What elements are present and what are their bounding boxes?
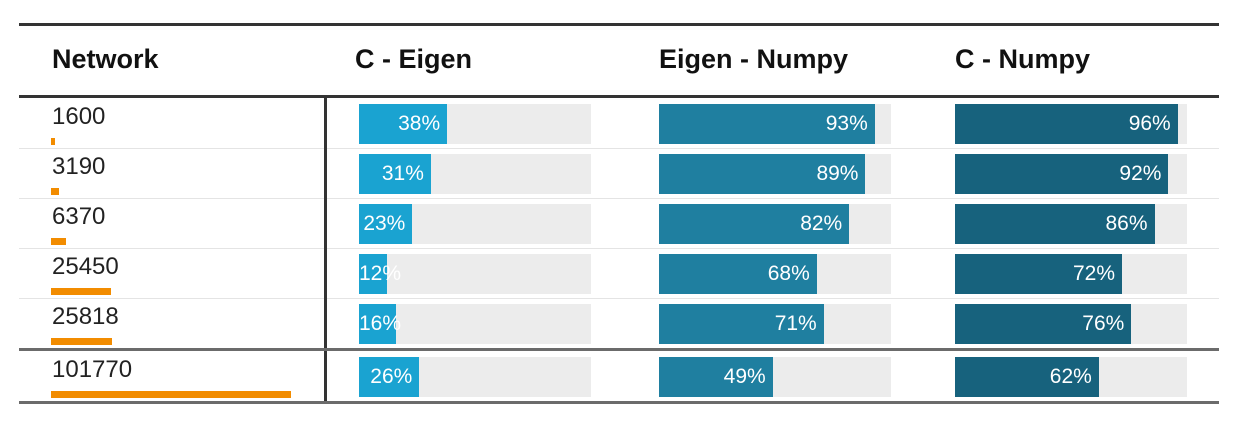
network-size-label: 25818 (52, 303, 119, 330)
c-numpy-value-label: 86% (1105, 212, 1148, 235)
eigen-numpy-bar (659, 304, 824, 344)
c-eigen-value-label: 16% (359, 312, 402, 335)
network-size-label: 25450 (52, 253, 119, 280)
c-numpy-value-label: 62% (1049, 365, 1092, 388)
network-size-label: 101770 (52, 356, 133, 383)
group-divider-rule (19, 348, 1219, 351)
eigen-numpy-bar (659, 104, 875, 144)
eigen-numpy-bar (659, 357, 773, 397)
c-eigen-bar (359, 104, 448, 144)
c-numpy-bar (955, 204, 1155, 244)
c-eigen-value-label: 31% (381, 162, 424, 185)
header-network: Network (52, 44, 159, 74)
eigen-numpy-value-label: 68% (767, 262, 810, 285)
row-separator (19, 298, 1219, 299)
network-size-label: 6370 (52, 203, 106, 230)
comparison-table: Network C - Eigen Eigen - Numpy C - Nump… (19, 0, 1219, 427)
c-eigen-bar (359, 357, 420, 397)
c-numpy-bar (955, 357, 1099, 397)
eigen-numpy-bar (659, 204, 850, 244)
eigen-numpy-bar (659, 254, 817, 294)
table-top-rule (19, 23, 1219, 26)
row-separator (19, 198, 1219, 199)
eigen-numpy-bar (659, 154, 866, 194)
c-eigen-value-label: 26% (370, 365, 413, 388)
header-rule (19, 95, 1219, 98)
c-numpy-value-label: 96% (1128, 112, 1171, 135)
eigen-numpy-value-label: 49% (723, 365, 766, 388)
table-bottom-rule (19, 401, 1219, 404)
network-size-bar (51, 288, 112, 295)
network-size-bar (51, 238, 67, 245)
eigen-numpy-value-label: 71% (774, 312, 817, 335)
c-numpy-bar (955, 154, 1169, 194)
c-eigen-bar (359, 204, 413, 244)
c-eigen-bar (359, 154, 431, 194)
network-size-bar (51, 391, 291, 398)
eigen-numpy-value-label: 93% (825, 112, 868, 135)
c-numpy-bar (955, 304, 1132, 344)
row-separator (19, 148, 1219, 149)
header-c-numpy: C - Numpy (955, 44, 1090, 74)
c-eigen-value-label: 38% (398, 112, 441, 135)
header-eigen-numpy: Eigen - Numpy (659, 44, 849, 74)
eigen-numpy-value-label: 89% (816, 162, 859, 185)
c-eigen-value-label: 12% (359, 254, 401, 294)
network-column-divider (324, 98, 327, 401)
network-size-label: 1600 (52, 103, 106, 130)
c-eigen-track (359, 304, 591, 344)
c-eigen-value-label: 23% (363, 212, 406, 235)
network-size-bar (51, 138, 55, 145)
eigen-numpy-value-label: 82% (800, 212, 843, 235)
network-size-label: 3190 (52, 153, 106, 180)
c-numpy-value-label: 92% (1119, 162, 1162, 185)
network-size-bar (51, 188, 59, 195)
row-separator (19, 248, 1219, 249)
c-numpy-value-label: 72% (1073, 262, 1116, 285)
c-numpy-bar (955, 104, 1178, 144)
header-c-eigen: C - Eigen (355, 44, 473, 74)
c-numpy-value-label: 76% (1082, 312, 1125, 335)
c-numpy-bar (955, 254, 1123, 294)
network-size-bar (51, 338, 112, 345)
c-eigen-bar (359, 254, 387, 294)
c-eigen-track (359, 254, 591, 294)
c-eigen-bar (359, 304, 397, 344)
